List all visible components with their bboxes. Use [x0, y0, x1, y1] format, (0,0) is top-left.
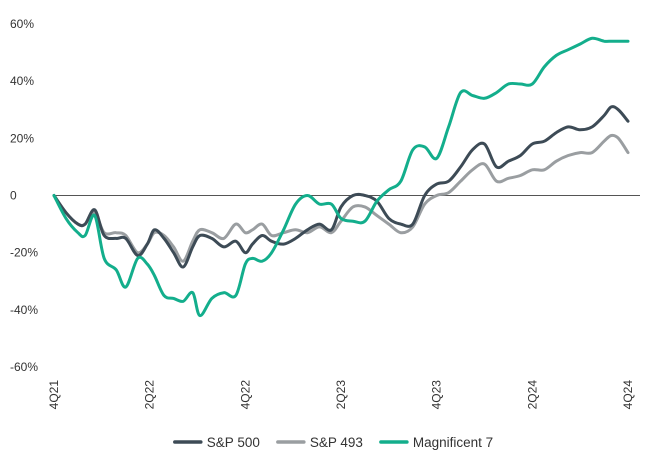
x-axis: 4Q21 2Q22 4Q22 2Q23 4Q23 2Q24 4Q24: [47, 380, 635, 410]
legend-item: S&P 500: [173, 435, 260, 450]
x-tick-label: 2Q23: [334, 380, 348, 410]
y-tick-label: 40%: [10, 74, 34, 88]
legend-label: Magnificent 7: [413, 435, 493, 450]
x-tick-label: 2Q22: [143, 380, 157, 410]
x-tick-label: 2Q24: [525, 380, 539, 410]
x-tick-label: 4Q24: [621, 380, 635, 410]
y-tick-label: 60%: [10, 17, 34, 31]
y-tick-label: 0: [10, 189, 17, 203]
series-line-magnificent-7: [52, 36, 630, 318]
y-tick-label: -40%: [10, 303, 38, 317]
legend-label: S&P 500: [207, 435, 260, 450]
legend-label: S&P 493: [310, 435, 363, 450]
series-line-s-p-500: [52, 105, 630, 269]
legend-item: S&P 493: [276, 435, 363, 450]
y-tick-label: -60%: [10, 360, 38, 374]
legend: S&P 500 S&P 493 Magnificent 7: [173, 435, 493, 450]
legend-item: Magnificent 7: [379, 435, 493, 450]
x-tick-label: 4Q22: [238, 380, 252, 410]
plot-area: [52, 36, 630, 318]
y-axis: 60% 40% 20% 0 -20% -40% -60%: [10, 17, 38, 374]
y-tick-label: -20%: [10, 246, 38, 260]
x-tick-label: 4Q23: [430, 380, 444, 410]
x-tick-label: 4Q21: [47, 380, 61, 410]
series-line-s-p-493: [52, 133, 630, 263]
y-tick-label: 20%: [10, 131, 34, 145]
